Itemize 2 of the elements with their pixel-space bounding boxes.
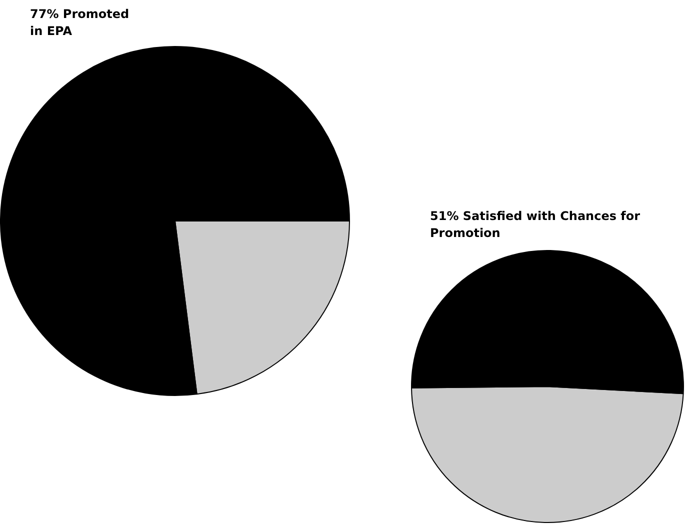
chart-title: 77% Promoted in EPA	[30, 6, 130, 40]
chart-title: 51% Satisfied with Chances for Promotion	[430, 208, 642, 242]
